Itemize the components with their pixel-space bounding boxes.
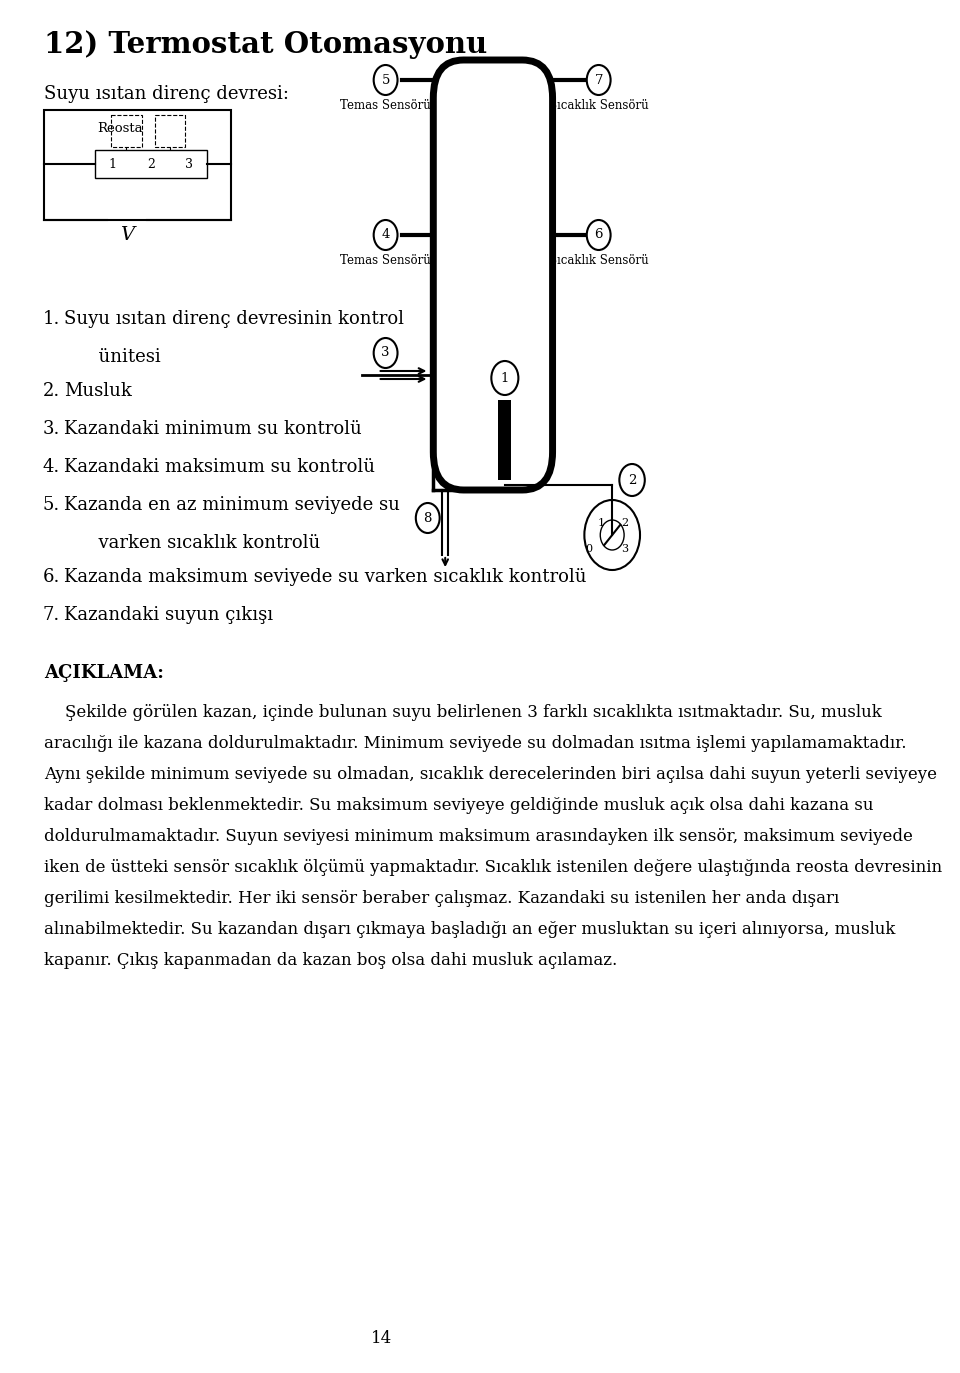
Text: 12) Termostat Otomasyonu: 12) Termostat Otomasyonu xyxy=(44,30,487,59)
Bar xyxy=(155,115,185,147)
Text: iken de üstteki sensör sıcaklık ölçümü yapmaktadır. Sıcaklık istenilen değere ul: iken de üstteki sensör sıcaklık ölçümü y… xyxy=(44,859,942,876)
FancyBboxPatch shape xyxy=(433,60,553,490)
Bar xyxy=(498,400,512,481)
Text: 5.: 5. xyxy=(42,496,60,514)
Bar xyxy=(111,115,141,147)
Text: alınabilmektedir. Su kazandan dışarı çıkmaya başladığı an eğer musluktan su içer: alınabilmektedir. Su kazandan dışarı çık… xyxy=(44,921,895,938)
Text: ünitesi: ünitesi xyxy=(64,347,161,367)
Text: Kazandaki minimum su kontrolü: Kazandaki minimum su kontrolü xyxy=(64,420,362,438)
Text: V: V xyxy=(120,227,134,244)
Text: 3.: 3. xyxy=(42,420,60,438)
Text: aracılığı ile kazana doldurulmaktadır. Minimum seviyede su dolmadan ısıtma işlem: aracılığı ile kazana doldurulmaktadır. M… xyxy=(44,735,906,752)
Text: 7.: 7. xyxy=(42,605,60,623)
Text: Aynı şekilde minimum seviyede su olmadan, sıcaklık derecelerinden biri açılsa da: Aynı şekilde minimum seviyede su olmadan… xyxy=(44,766,937,783)
Text: AÇIKLAMA:: AÇIKLAMA: xyxy=(44,665,163,682)
Text: 4: 4 xyxy=(381,228,390,242)
Text: Temas Sensörü: Temas Sensörü xyxy=(340,254,431,266)
Text: Suyu ısıtan direnç devresinin kontrol: Suyu ısıtan direnç devresinin kontrol xyxy=(64,310,404,328)
Text: doldurulmamaktadır. Suyun seviyesi minimum maksimum arasındayken ilk sensör, mak: doldurulmamaktadır. Suyun seviyesi minim… xyxy=(44,828,913,844)
Text: 1.: 1. xyxy=(42,310,60,328)
Text: 1: 1 xyxy=(597,518,605,529)
Text: kadar dolması beklenmektedir. Su maksimum seviyeye geldiğinde musluk açık olsa d: kadar dolması beklenmektedir. Su maksimu… xyxy=(44,796,874,814)
Text: Kazandaki maksimum su kontrolü: Kazandaki maksimum su kontrolü xyxy=(64,459,375,476)
Text: Kazandaki suyun çıkışı: Kazandaki suyun çıkışı xyxy=(64,605,274,623)
Text: 7: 7 xyxy=(594,74,603,86)
Text: 2: 2 xyxy=(621,518,629,529)
Text: Kazanda maksimum seviyede su varken sıcaklık kontrolü: Kazanda maksimum seviyede su varken sıca… xyxy=(64,568,587,586)
Text: Suyu ısıtan direnç devresi:: Suyu ısıtan direnç devresi: xyxy=(44,85,289,103)
Text: Musluk: Musluk xyxy=(64,382,132,400)
Text: 14: 14 xyxy=(371,1330,393,1347)
Text: 3: 3 xyxy=(185,158,193,170)
Text: 3: 3 xyxy=(381,346,390,360)
Text: kapanır. Çıkış kapanmadan da kazan boş olsa dahi musluk açılamaz.: kapanır. Çıkış kapanmadan da kazan boş o… xyxy=(44,951,617,969)
Text: Sıcaklık Sensörü: Sıcaklık Sensörü xyxy=(549,99,649,113)
Text: Kazanda en az minimum seviyede su: Kazanda en az minimum seviyede su xyxy=(64,496,400,514)
Text: 2: 2 xyxy=(147,158,155,170)
Text: Temas Sensörü: Temas Sensörü xyxy=(340,99,431,113)
Text: 2: 2 xyxy=(628,474,636,486)
Text: Reosta: Reosta xyxy=(97,122,143,135)
Text: gerilimi kesilmektedir. Her iki sensör beraber çalışmaz. Kazandaki su istenilen : gerilimi kesilmektedir. Her iki sensör b… xyxy=(44,890,839,908)
Text: Sıcaklık Sensörü: Sıcaklık Sensörü xyxy=(549,254,649,266)
Text: 3: 3 xyxy=(621,544,629,553)
Text: 8: 8 xyxy=(423,512,432,524)
Text: 4.: 4. xyxy=(42,459,60,476)
Text: Şekilde görülen kazan, içinde bulunan suyu belirlenen 3 farklı sıcaklıkta ısıtma: Şekilde görülen kazan, içinde bulunan su… xyxy=(44,704,881,721)
Text: 5: 5 xyxy=(381,74,390,86)
Bar xyxy=(44,110,230,220)
Text: varken sıcaklık kontrolü: varken sıcaklık kontrolü xyxy=(64,534,321,552)
Text: 1: 1 xyxy=(108,158,117,170)
Text: 0: 0 xyxy=(585,544,592,553)
Text: 6.: 6. xyxy=(42,568,60,586)
Bar xyxy=(95,150,206,178)
Text: 1: 1 xyxy=(501,372,509,384)
Text: 2.: 2. xyxy=(42,382,60,400)
Text: 6: 6 xyxy=(594,228,603,242)
